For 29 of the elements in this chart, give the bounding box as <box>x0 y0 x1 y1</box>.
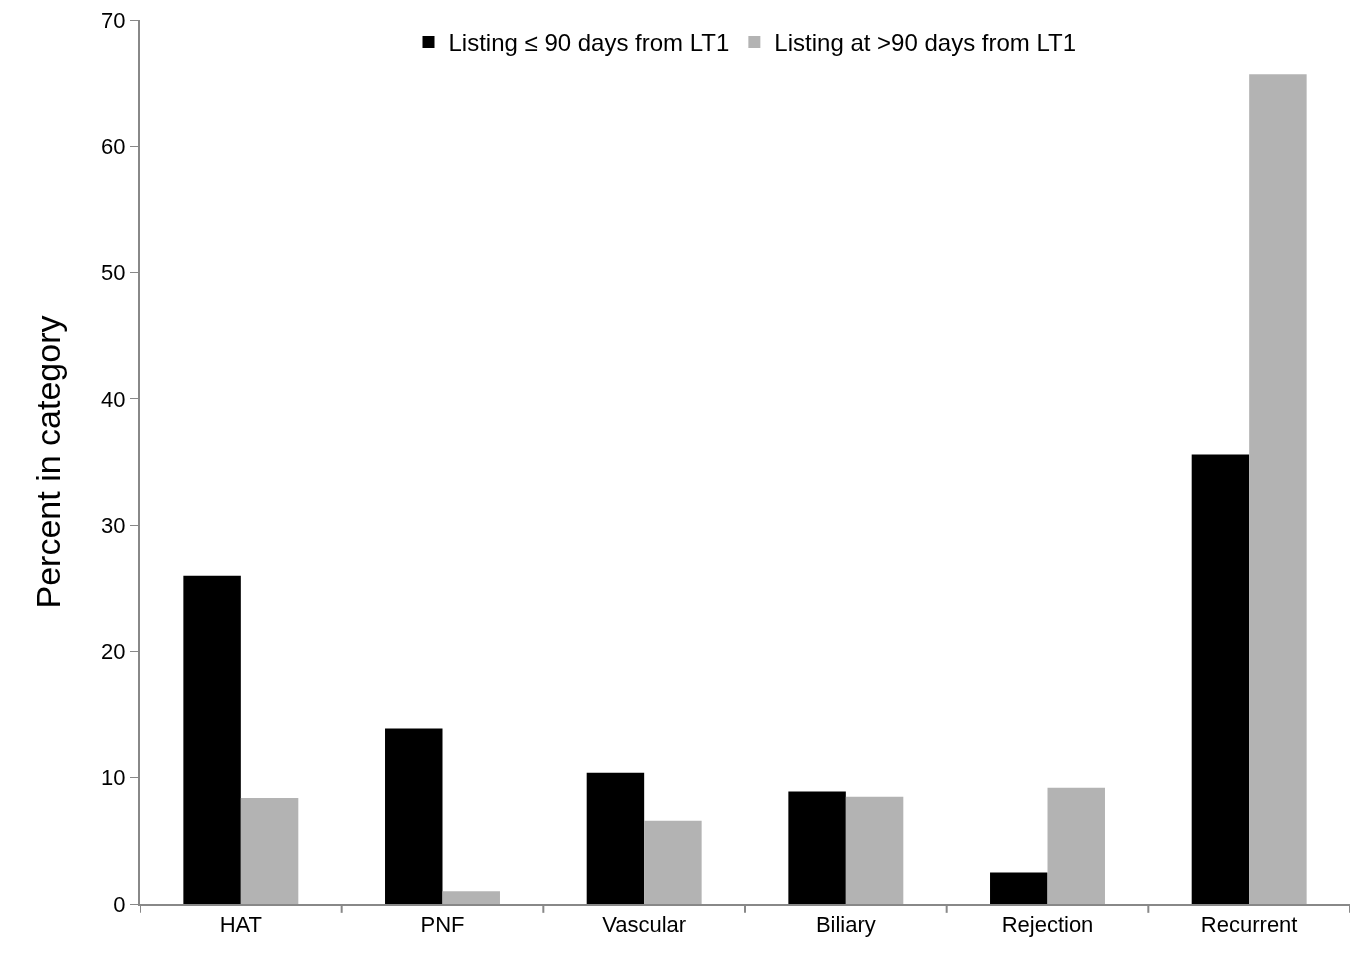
x-tick-label: PNF <box>420 912 465 938</box>
y-tick-label: 40 <box>101 386 126 412</box>
y-tick-label: 30 <box>101 512 126 538</box>
bar <box>385 728 443 904</box>
legend-label: Listing ≤ 90 days from LT1 <box>448 29 730 57</box>
bar <box>240 797 299 904</box>
bar <box>1047 787 1105 904</box>
y-tick-label: 50 <box>101 260 126 286</box>
legend-label: Listing at >90 days from LT1 <box>774 29 1077 57</box>
y-tick-label: 60 <box>101 133 126 159</box>
y-tick-label: 70 <box>101 7 126 33</box>
x-tick-label: Recurrent <box>1200 912 1298 938</box>
bar <box>586 772 645 904</box>
x-tick-label: Biliary <box>815 912 876 938</box>
bar <box>1249 74 1307 904</box>
x-tick-label: HAT <box>219 912 263 938</box>
y-axis-title: Percent in category <box>29 315 68 609</box>
y-tick-label: 20 <box>101 639 126 665</box>
bar <box>845 796 904 904</box>
x-tick-label: Rejection <box>1001 912 1094 938</box>
x-tick-label: Vascular <box>602 912 687 938</box>
bar <box>990 872 1048 904</box>
bar <box>788 791 846 904</box>
bar <box>183 575 241 904</box>
bar <box>442 891 500 904</box>
bar <box>1191 454 1250 904</box>
y-tick-label: 0 <box>113 891 126 917</box>
bar <box>644 820 702 904</box>
y-tick-label: 10 <box>101 765 126 791</box>
